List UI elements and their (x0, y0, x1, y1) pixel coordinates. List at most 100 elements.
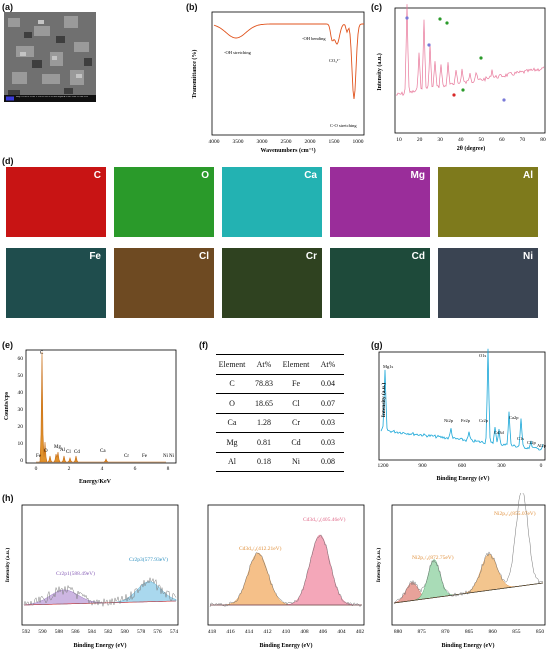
panel-label-f: (f) (199, 340, 208, 350)
tick-label: 6 (134, 466, 137, 472)
tick-label: 2 (68, 466, 71, 472)
table-header-cell: At% (248, 354, 280, 374)
table-cell: 0.03 (312, 432, 344, 452)
tick-label: 3000 (257, 139, 268, 145)
tick-label: 600 (458, 463, 467, 469)
ftir-chart: Transmittance (%) Wavenumbers (cm⁻¹) 400… (191, 11, 365, 154)
eds-peak-label: Mg (54, 445, 61, 450)
eds-map-label: Fe (89, 251, 101, 262)
eds-peak-label: Ni (169, 454, 175, 459)
xps-survey-line (380, 348, 544, 451)
ni2p1-label: Ni2p₁/₂(872.75eV) (412, 554, 454, 561)
xps-survey-peak-label: Fe2p (461, 418, 471, 423)
tick-label: 1500 (329, 139, 340, 145)
xrd-phase-marker (479, 56, 483, 60)
ni2p3-label: Ni2p₃/₂(855.07eV) (494, 510, 536, 517)
tick-label: 574 (170, 629, 179, 635)
table-cell: Cd (280, 432, 312, 452)
tick-label: 404 (337, 629, 346, 635)
table-cell: 0.07 (312, 393, 344, 413)
eds-map-c: C (6, 167, 106, 237)
sem-image: Mag = 20.00 K X EHT = 3.00 kV WD = 6.8 m… (4, 12, 96, 102)
ftir-annotation-oh-bend: -OH bending (302, 36, 326, 41)
eds-peak-label: Fe (142, 454, 148, 459)
xps-cd-xlabel: Binding Energy (eV) (259, 642, 312, 649)
tick-label: 870 (441, 629, 450, 635)
tick-label: 0 (540, 463, 543, 469)
table-cell: Fe (280, 373, 312, 394)
ftir-frame (211, 11, 365, 136)
tick-label: 1000 (353, 139, 364, 145)
eds-peak-label: Ni (163, 454, 169, 459)
table-cell: Cr (280, 412, 312, 433)
tick-label: 880 (394, 629, 403, 635)
ni-raw-line (393, 493, 544, 605)
eds-peak-label: C (40, 351, 44, 356)
eds-peak-label: Al (60, 448, 66, 453)
eds-map-label: Ca (304, 170, 317, 181)
xrd-phase-marker (438, 17, 442, 21)
tick-label: 30 (18, 407, 24, 413)
tick-label: 10 (396, 137, 402, 143)
xps-survey-xlabel: Binding Energy (eV) (436, 475, 489, 482)
xrd-xlabel: 2θ (degree) (457, 145, 486, 152)
table-cell: 0.18 (248, 451, 280, 472)
cr2p1-label: Cr2p1(588.49eV) (56, 570, 95, 577)
ftir-annotation-oh-stretch: -OH stretching (224, 50, 252, 55)
tick-label: 588 (55, 629, 64, 635)
table-cell: 0.03 (312, 412, 344, 433)
tick-label: 855 (512, 629, 521, 635)
xrd-phase-marker (445, 21, 449, 25)
ftir-ylabel: Transmittance (%) (191, 50, 198, 99)
xps-survey-ylabel: Intensity (a.u.) (380, 383, 387, 418)
tick-label: 412 (263, 629, 272, 635)
ftir-annotation-co3: CO₃²⁻ (329, 58, 341, 63)
eds-peak-label: Cr (124, 454, 129, 459)
eds-peak-label: Ca (100, 449, 106, 454)
cr2p3-label: Cr2p3(577.93eV) (129, 556, 168, 563)
eds-ylabel: Counts/cps (4, 391, 10, 420)
table-header-cell: Element (216, 354, 248, 374)
tick-label: 40 (458, 137, 464, 143)
eds-peak-label: Fe (36, 454, 42, 459)
panel-label-b: (b) (186, 2, 198, 12)
tick-label: 0 (35, 466, 38, 472)
table-header-cell: At% (312, 354, 344, 374)
eds-xlabel: Energy/KeV (79, 479, 112, 485)
sem-texture (4, 12, 96, 102)
xps-cd-frame (207, 504, 365, 626)
xps-survey-frame (378, 351, 546, 461)
xrd-phase-marker (452, 93, 456, 97)
tick-label: 50 (18, 373, 24, 379)
eds-map-label: Ni (523, 251, 533, 262)
tick-label: 4000 (209, 139, 220, 145)
table-cell: Ca (216, 412, 248, 433)
tick-label: 50 (479, 137, 485, 143)
tick-label: 3500 (233, 139, 244, 145)
tick-label: 0 (20, 458, 23, 464)
table-header-row: Element At% Element At% (216, 354, 344, 374)
xps-survey-peak-label: C1s (517, 436, 524, 441)
eds-map-label: Cr (305, 251, 317, 262)
table-cell: Ni (280, 451, 312, 472)
tick-label: 592 (22, 629, 31, 635)
eds-peak-label: O (44, 449, 48, 454)
eds-map-label: C (93, 170, 101, 181)
tick-label: 10 (18, 441, 24, 447)
eds-map-al: Al (438, 167, 538, 237)
tick-label: 30 (437, 137, 443, 143)
tick-label: 300 (497, 463, 506, 469)
xrd-phase-marker (427, 43, 431, 47)
eds-map-label: Cl (199, 251, 209, 262)
element-table: Element At% Element At% C 78.83 Fe 0.04 O 18… (216, 354, 344, 472)
ftir-annotation-co: C-O stretching (330, 123, 357, 128)
tick-label: 586 (71, 629, 80, 635)
xps-cr-xlabel: Binding Energy (eV) (73, 642, 126, 649)
tick-label: 60 (499, 137, 505, 143)
tick-label: 2000 (305, 139, 316, 145)
tick-label: 414 (245, 629, 254, 635)
tick-label: 402 (356, 629, 365, 635)
eds-frame (25, 349, 177, 464)
tick-label: 410 (282, 629, 291, 635)
